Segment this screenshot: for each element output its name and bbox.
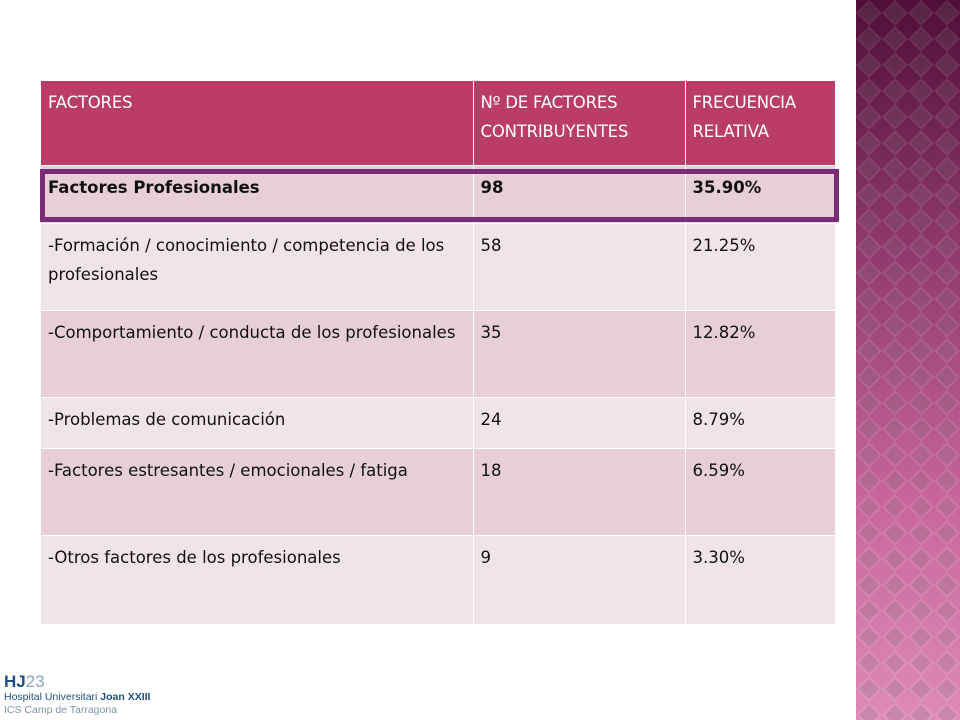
table-cell: Factores Profesionales — [41, 165, 474, 224]
table-row-highlighted: Factores Profesionales 98 35.90% — [41, 165, 835, 224]
table-header-row: FACTORES Nº DE FACTORES CONTRIBUYENTES F… — [41, 81, 835, 166]
table-row: -Otros factores de los profesionales 9 3… — [41, 535, 835, 625]
hospital-logo: HJ23 Hospital Universitari Joan XXIII IC… — [4, 673, 204, 720]
diamond-pattern — [856, 0, 960, 720]
header-num-factores: Nº DE FACTORES CONTRIBUYENTES — [473, 81, 686, 166]
table-row: -Problemas de comunicación 24 8.79% — [41, 397, 835, 449]
logo-subtitle: ICS Camp de Tarragona — [4, 704, 118, 716]
factors-table: FACTORES Nº DE FACTORES CONTRIBUYENTES F… — [41, 81, 835, 625]
table-cell: 24 — [473, 397, 686, 449]
header-frecuencia: FRECUENCIA RELATIVA — [685, 81, 835, 166]
table-row: -Formación / conocimiento / competencia … — [41, 223, 835, 311]
table-cell: 21.25% — [685, 223, 835, 311]
logo-line1-bold: Joan XXIII — [100, 691, 151, 703]
table-cell: 12.82% — [685, 310, 835, 398]
table-cell: -Problemas de comunicación — [41, 397, 474, 449]
logo-line1-prefix: Hospital Universitari — [4, 691, 101, 703]
table-row: -Comportamiento / conducta de los profes… — [41, 310, 835, 398]
table-row: -Factores estresantes / emocionales / fa… — [41, 448, 835, 536]
decorative-side-band — [856, 0, 960, 720]
table-cell: 6.59% — [685, 448, 835, 536]
table-cell: 8.79% — [685, 397, 835, 449]
table-cell: -Factores estresantes / emocionales / fa… — [41, 448, 474, 536]
table-cell: -Otros factores de los profesionales — [41, 535, 474, 625]
header-factores: FACTORES — [41, 81, 474, 166]
logo-number: 23 — [25, 672, 45, 691]
table-cell: 9 — [473, 535, 686, 625]
table-cell: 98 — [473, 165, 686, 224]
logo-letters: HJ — [4, 672, 26, 691]
table-cell: 35.90% — [685, 165, 835, 224]
logo-mark: HJ23 — [4, 673, 204, 691]
logo-hospital-name: Hospital Universitari Joan XXIII — [4, 691, 204, 704]
table-cell: 3.30% — [685, 535, 835, 625]
table-cell: -Formación / conocimiento / competencia … — [41, 223, 474, 311]
table-cell: 18 — [473, 448, 686, 536]
table-cell: 35 — [473, 310, 686, 398]
table-cell: -Comportamiento / conducta de los profes… — [41, 310, 474, 398]
table-cell: 58 — [473, 223, 686, 311]
